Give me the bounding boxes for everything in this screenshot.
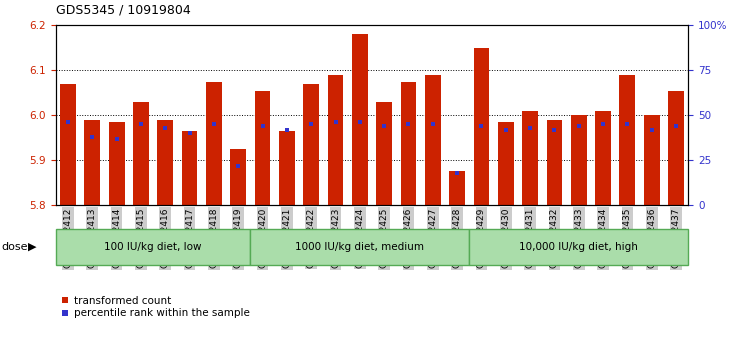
Text: 100 IU/kg diet, low: 100 IU/kg diet, low (104, 242, 202, 252)
Text: ▶: ▶ (28, 242, 36, 252)
Bar (206, 82, 222, 205)
Bar (254, 90, 271, 205)
Bar (449, 171, 465, 205)
Bar (498, 122, 513, 205)
Bar (571, 115, 587, 205)
Bar (595, 111, 611, 205)
Bar (231, 149, 246, 205)
Bar (157, 120, 173, 205)
Bar (352, 34, 368, 205)
Bar (251, 229, 469, 265)
Bar (304, 84, 319, 205)
Text: GDS5345 / 10919804: GDS5345 / 10919804 (56, 4, 190, 17)
Bar (279, 131, 295, 205)
Legend: transformed count, percentile rank within the sample: transformed count, percentile rank withi… (61, 295, 249, 318)
Bar (522, 111, 538, 205)
Text: 10,000 IU/kg diet, high: 10,000 IU/kg diet, high (519, 242, 638, 252)
Bar (84, 120, 100, 205)
Text: dose: dose (1, 242, 28, 252)
Text: 1000 IU/kg diet, medium: 1000 IU/kg diet, medium (295, 242, 424, 252)
Bar (620, 75, 635, 205)
Bar (547, 120, 562, 205)
Bar (182, 131, 197, 205)
Bar (668, 90, 684, 205)
Bar (60, 84, 76, 205)
Bar (327, 75, 344, 205)
Bar (644, 115, 660, 205)
Bar (133, 102, 149, 205)
Bar (425, 75, 440, 205)
Bar (376, 102, 392, 205)
Bar (109, 122, 124, 205)
Bar (56, 229, 251, 265)
Bar (473, 48, 490, 205)
Bar (400, 82, 417, 205)
Bar (469, 229, 688, 265)
